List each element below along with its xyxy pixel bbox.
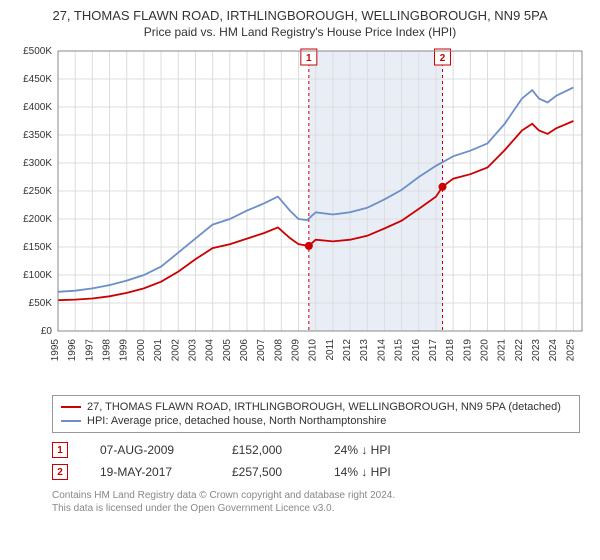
svg-text:£50K: £50K: [29, 298, 53, 309]
svg-text:2009: 2009: [291, 339, 302, 362]
svg-text:2007: 2007: [256, 339, 267, 362]
svg-text:2022: 2022: [514, 339, 525, 362]
svg-text:1996: 1996: [67, 339, 78, 362]
sale-delta: 24% ↓ HPI: [334, 443, 414, 457]
svg-text:2013: 2013: [359, 339, 370, 362]
footer-line-2: This data is licensed under the Open Gov…: [52, 502, 580, 515]
svg-text:1995: 1995: [50, 339, 61, 362]
sale-marker: 1: [52, 442, 68, 458]
svg-text:£250K: £250K: [23, 186, 52, 197]
legend-swatch: [61, 406, 81, 408]
svg-text:2008: 2008: [273, 339, 284, 362]
svg-text:2005: 2005: [222, 339, 233, 362]
sale-price: £257,500: [232, 465, 302, 479]
table-row: 1 07-AUG-2009 £152,000 24% ↓ HPI: [52, 439, 580, 461]
svg-text:2016: 2016: [411, 339, 422, 362]
svg-text:1998: 1998: [102, 339, 113, 362]
svg-text:2004: 2004: [205, 339, 216, 362]
svg-text:2001: 2001: [153, 339, 164, 362]
svg-text:2003: 2003: [187, 339, 198, 362]
svg-text:1: 1: [306, 53, 312, 64]
svg-text:2019: 2019: [462, 339, 473, 362]
svg-text:£150K: £150K: [23, 242, 52, 253]
legend-item: HPI: Average price, detached house, Nort…: [61, 414, 571, 428]
sale-marker: 2: [52, 464, 68, 480]
svg-text:£0: £0: [41, 326, 53, 337]
svg-text:2000: 2000: [136, 339, 147, 362]
legend-item: 27, THOMAS FLAWN ROAD, IRTHLINGBOROUGH, …: [61, 400, 571, 414]
svg-text:£300K: £300K: [23, 158, 52, 169]
svg-text:2012: 2012: [342, 339, 353, 362]
page-subtitle: Price paid vs. HM Land Registry's House …: [12, 25, 588, 39]
svg-text:2011: 2011: [325, 339, 336, 361]
svg-text:2025: 2025: [565, 339, 576, 362]
legend-swatch: [61, 420, 81, 422]
svg-text:2: 2: [440, 53, 446, 64]
svg-text:2020: 2020: [480, 339, 491, 362]
svg-text:£350K: £350K: [23, 130, 52, 141]
svg-text:£400K: £400K: [23, 102, 52, 113]
svg-text:£450K: £450K: [23, 74, 52, 85]
svg-text:£100K: £100K: [23, 270, 52, 281]
page-title: 27, THOMAS FLAWN ROAD, IRTHLINGBOROUGH, …: [12, 8, 588, 23]
sale-price: £152,000: [232, 443, 302, 457]
svg-text:2002: 2002: [170, 339, 181, 362]
svg-text:2010: 2010: [308, 339, 319, 362]
legend: 27, THOMAS FLAWN ROAD, IRTHLINGBOROUGH, …: [52, 395, 580, 433]
svg-text:2018: 2018: [445, 339, 456, 362]
svg-text:£500K: £500K: [23, 46, 52, 57]
svg-text:2006: 2006: [239, 339, 250, 362]
footer-line-1: Contains HM Land Registry data © Crown c…: [52, 489, 580, 502]
sale-delta: 14% ↓ HPI: [334, 465, 414, 479]
svg-text:2021: 2021: [497, 339, 508, 362]
sales-table: 1 07-AUG-2009 £152,000 24% ↓ HPI 2 19-MAY-201…: [52, 439, 580, 483]
svg-text:£200K: £200K: [23, 214, 52, 225]
svg-text:2015: 2015: [394, 339, 405, 362]
svg-text:1999: 1999: [119, 339, 130, 362]
svg-text:2014: 2014: [376, 339, 387, 362]
sale-date: 19-MAY-2017: [100, 465, 200, 479]
svg-text:2017: 2017: [428, 339, 439, 362]
table-row: 2 19-MAY-2017 £257,500 14% ↓ HPI: [52, 461, 580, 483]
legend-label: 27, THOMAS FLAWN ROAD, IRTHLINGBOROUGH, …: [87, 401, 561, 413]
footer: Contains HM Land Registry data © Crown c…: [52, 489, 580, 515]
svg-text:2024: 2024: [548, 339, 559, 362]
svg-text:1997: 1997: [84, 339, 95, 362]
legend-label: HPI: Average price, detached house, Nort…: [87, 415, 386, 427]
sale-date: 07-AUG-2009: [100, 443, 200, 457]
chart: £0 £50K £100K £150K £200K £250K £300K £350K £400…: [12, 45, 588, 385]
svg-text:2023: 2023: [531, 339, 542, 362]
